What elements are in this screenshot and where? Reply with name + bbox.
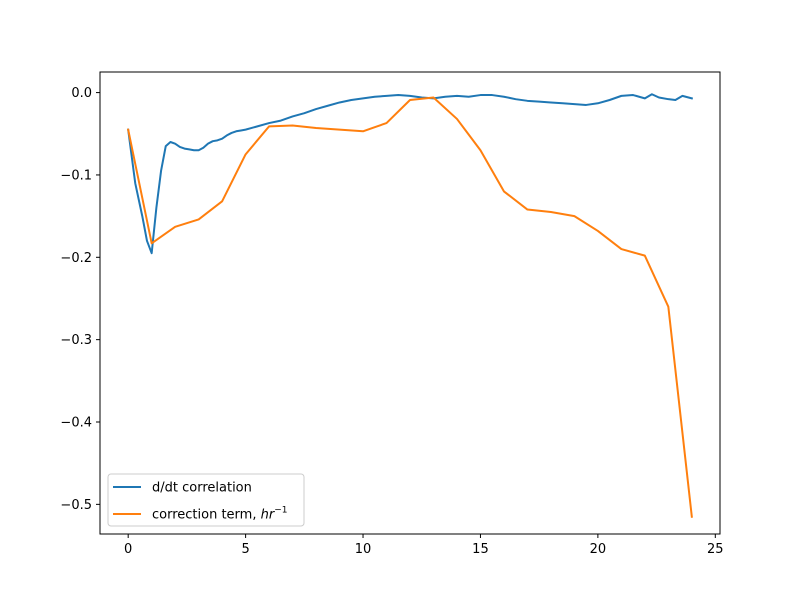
legend: d/dt correlation correction term, hr−1: [107, 473, 305, 527]
y-tick-label: −0.2: [60, 251, 92, 266]
series-line-d-dt-correlation: [127, 93, 694, 255]
x-tick-label: 5: [241, 542, 249, 557]
y-tick-label: −0.5: [60, 498, 92, 513]
y-tick-label: −0.3: [60, 333, 92, 348]
x-tick-label: 25: [707, 542, 724, 557]
legend-label-correction-term-unit: hr: [261, 508, 276, 523]
y-tick-label: −0.4: [60, 416, 92, 431]
series-line-correction-term-hr: [126, 96, 693, 518]
x-tick-label: 0: [124, 542, 132, 557]
axes-frame: [99, 71, 721, 535]
x-tick-label: 20: [590, 542, 607, 557]
y-axis: 0.0 −0.1 −0.2 −0.3 −0.4 −0.5: [60, 86, 100, 513]
y-tick-label: −0.1: [60, 168, 92, 183]
x-axis: 0 5 10 15 20 25: [124, 534, 724, 557]
y-tick-label: 0.0: [71, 86, 92, 101]
legend-label-d-dt-correlation: d/dt correlation: [152, 481, 252, 496]
x-tick-label: 10: [355, 542, 372, 557]
legend-label-correction-term-text: correction term,: [152, 508, 261, 523]
legend-label-correction-term-exponent: −1: [274, 506, 287, 516]
legend-box: [107, 473, 305, 527]
x-tick-label: 15: [472, 542, 489, 557]
legend-label-correction-term: correction term, hr−1: [152, 506, 287, 523]
plot-area: [126, 93, 694, 518]
